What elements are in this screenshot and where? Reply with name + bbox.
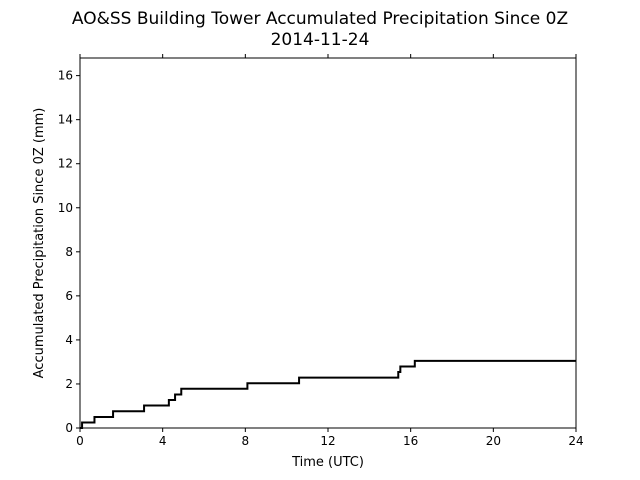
x-tick-label: 8 [242,434,250,448]
y-tick-label: 6 [65,289,73,303]
x-tick-label: 0 [76,434,84,448]
y-axis-label: Accumulated Precipitation Since 0Z (mm) [32,108,47,379]
plot-area [79,57,577,429]
x-tick-label: 4 [159,434,167,448]
chart-subtitle: 2014-11-24 [271,30,370,50]
y-tick-label: 14 [58,113,73,127]
y-tick-label: 8 [65,245,73,259]
x-axis-label: Time (UTC) [291,455,364,470]
x-tick-label: 20 [486,434,501,448]
y-tick-label: 16 [58,69,73,83]
y-tick-label: 4 [65,333,73,347]
series-layer [80,359,576,429]
y-tick-label: 2 [65,377,73,391]
precipitation-series-line [80,359,576,429]
y-tick-label: 10 [58,201,73,215]
x-axis: 0 4 8 12 16 20 24 [76,54,584,448]
y-tick-label: 0 [65,421,73,435]
y-tick-label: 12 [58,157,73,171]
x-tick-label: 24 [568,434,583,448]
y-axis: 0 2 4 6 8 10 12 14 16 [58,69,80,435]
x-tick-label: 16 [403,434,418,448]
chart-title: AO&SS Building Tower Accumulated Precipi… [72,9,568,29]
x-tick-label: 12 [320,434,335,448]
